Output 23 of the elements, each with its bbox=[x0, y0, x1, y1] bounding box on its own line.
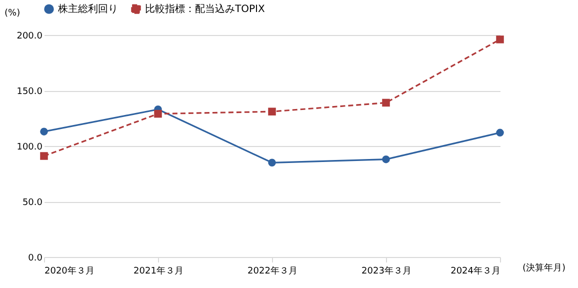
point bbox=[382, 155, 390, 164]
point bbox=[496, 128, 504, 137]
point bbox=[268, 108, 276, 116]
x-tick-label: 2024年３月 bbox=[450, 266, 500, 276]
y-axis-title: (%) bbox=[4, 8, 20, 18]
y-tick-label: 50.0 bbox=[22, 198, 43, 208]
x-tick-label: 2022年３月 bbox=[248, 266, 298, 276]
point bbox=[154, 110, 162, 118]
point bbox=[496, 36, 504, 44]
point bbox=[40, 128, 48, 136]
y-tick-label: 150.0 bbox=[16, 87, 43, 97]
point bbox=[382, 98, 390, 107]
legend-label: 株主総利回り bbox=[57, 3, 118, 16]
x-axis-title: (決算年月) bbox=[522, 262, 566, 274]
y-tick-label: 100.0 bbox=[16, 142, 43, 152]
legend-label: 比較指標：配当込みTOPIX bbox=[145, 3, 265, 16]
point bbox=[268, 158, 276, 167]
x-tick-label: 2021年３月 bbox=[134, 266, 184, 276]
x-tick-label: 2020年３月 bbox=[44, 266, 94, 276]
x-tick-label: 2023年３月 bbox=[362, 266, 412, 276]
point bbox=[40, 152, 48, 160]
y-tick-label: 0.0 bbox=[28, 254, 43, 264]
y-tick-label: 200.0 bbox=[16, 32, 43, 42]
